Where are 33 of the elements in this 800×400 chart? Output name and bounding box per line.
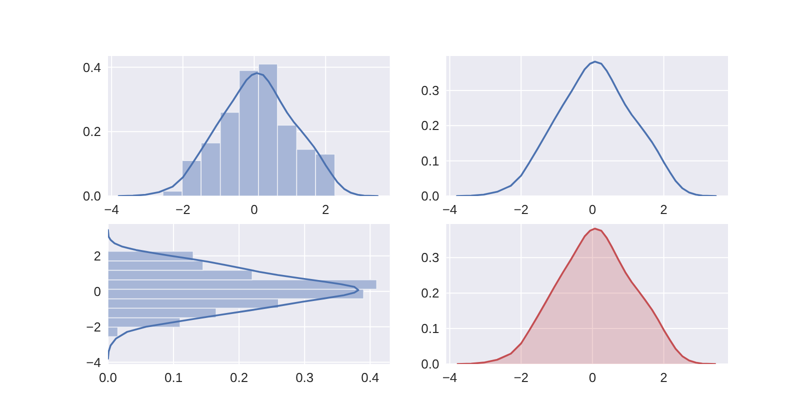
y-tick-label: 0.2 <box>421 118 440 134</box>
x-tick-label: −2 <box>175 202 190 217</box>
x-tick-label: 2 <box>322 202 330 217</box>
y-tick-label: 0.1 <box>421 153 440 168</box>
x-tick-label: 0.3 <box>296 370 314 385</box>
y-tick-label: 0.3 <box>421 83 440 98</box>
x-tick-label: 2 <box>660 370 668 385</box>
y-tick-label: 0.0 <box>421 356 440 372</box>
x-tick-label: 2 <box>660 202 668 217</box>
y-tick-label: 0.0 <box>421 188 440 204</box>
x-tick-label: −2 <box>514 370 529 385</box>
y-tick-label: 0.2 <box>421 286 440 301</box>
x-tick-label: 0 <box>588 370 596 385</box>
line-series <box>456 60 717 196</box>
x-tick-label: 0 <box>250 202 258 217</box>
x-tick-label: −2 <box>514 202 529 217</box>
y-tick-label: 0.1 <box>421 321 440 336</box>
y-tick-label: 2 <box>94 248 101 264</box>
x-tick-label: 0 <box>588 202 596 217</box>
y-tick-label: 0.2 <box>82 124 101 140</box>
x-tick-label: 0.2 <box>230 370 248 385</box>
x-tick-label: 0.1 <box>164 370 183 385</box>
x-tick-label: −4 <box>442 202 458 217</box>
x-tick-label: 0.4 <box>361 370 380 385</box>
y-tick-label: 0.4 <box>82 60 101 75</box>
y-tick-label: 0 <box>94 284 101 299</box>
x-tick-label: −4 <box>442 370 458 385</box>
y-tick-label: −4 <box>86 354 101 370</box>
x-tick-label: −4 <box>104 202 119 217</box>
line-series <box>118 72 379 196</box>
y-tick-label: −2 <box>86 319 101 334</box>
y-tick-label: 0.3 <box>421 250 440 266</box>
y-tick-label: 0.0 <box>82 188 101 204</box>
